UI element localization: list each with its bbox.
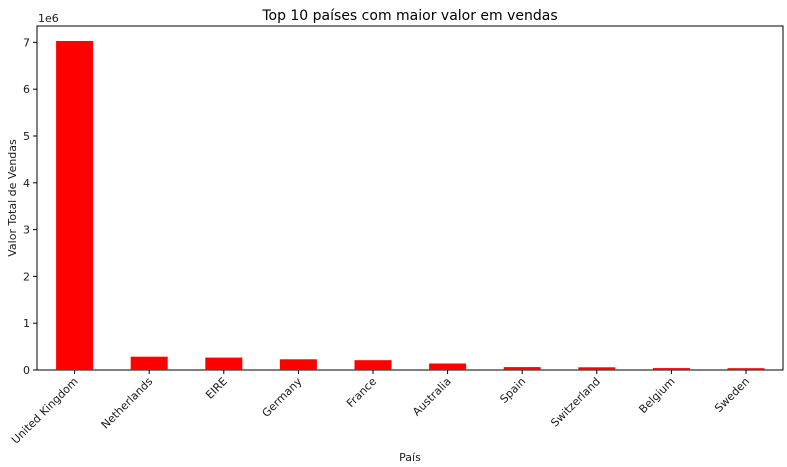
bar-france <box>354 360 392 370</box>
y-tick-label: 0 <box>23 364 30 377</box>
x-tick-label: Germany <box>260 375 305 420</box>
y-tick-label: 4 <box>23 177 30 190</box>
y-axis-label: Valor Total de Vendas <box>6 139 19 257</box>
x-tick-label: Australia <box>410 375 454 419</box>
y-axis: 0 1 2 3 4 5 6 7 <box>23 36 37 377</box>
bar-united-kingdom <box>56 41 94 370</box>
plot-area <box>36 25 784 371</box>
x-tick-label: Belgium <box>636 375 677 416</box>
x-tick-label: France <box>344 375 379 410</box>
x-axis: United Kingdom Netherlands EIRE Germany Fran… <box>9 370 752 447</box>
bar-germany <box>279 359 317 370</box>
x-tick-label: Spain <box>497 375 528 406</box>
y-tick-label: 2 <box>23 270 30 283</box>
bar-sweden <box>727 368 765 370</box>
x-tick-label: Netherlands <box>99 375 156 432</box>
x-tick-label: EIRE <box>203 375 230 402</box>
x-tick-label: United Kingdom <box>9 375 81 447</box>
bar-spain <box>503 367 541 370</box>
bars-group <box>56 41 765 370</box>
x-axis-label: País <box>399 451 421 464</box>
y-tick-label: 1 <box>23 317 30 330</box>
y-offset-label: 1e6 <box>38 12 59 25</box>
x-tick-label: Sweden <box>712 375 752 415</box>
bar-eire <box>205 357 243 370</box>
y-tick-label: 5 <box>23 130 30 143</box>
y-tick-label: 7 <box>23 36 30 49</box>
bar-switzerland <box>578 367 616 370</box>
bar-netherlands <box>130 356 168 370</box>
y-tick-label: 3 <box>23 224 30 237</box>
chart-title: Top 10 países com maior valor em vendas <box>261 8 557 24</box>
x-tick-label: Switzerland <box>548 375 603 430</box>
bar-belgium <box>652 368 690 370</box>
bar-australia <box>429 363 467 370</box>
y-tick-label: 6 <box>23 83 30 96</box>
